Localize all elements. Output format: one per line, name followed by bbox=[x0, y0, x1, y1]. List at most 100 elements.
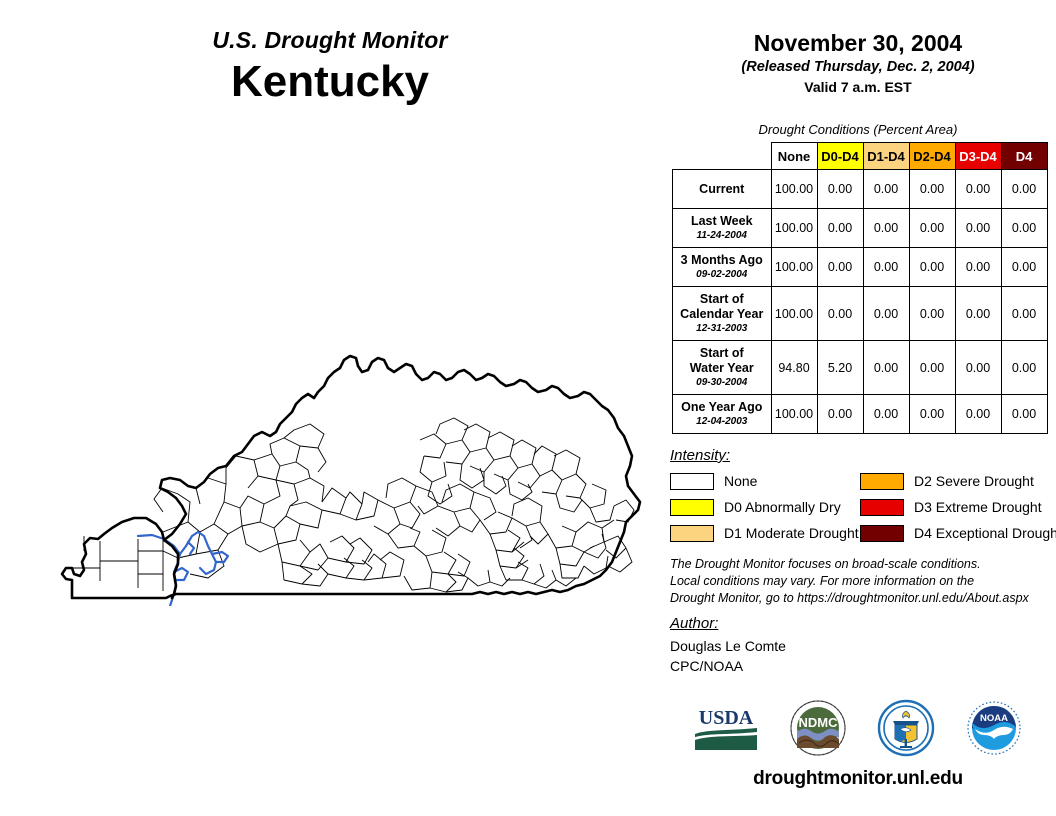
table-header: None D0-D4 D1-D4 D2-D4 D3-D4 D4 bbox=[673, 142, 1048, 170]
site-url[interactable]: droughtmonitor.unl.edu bbox=[753, 768, 963, 789]
row-date: 12-31-2003 bbox=[696, 323, 748, 334]
cell-r1-c5: 0.00 bbox=[1000, 208, 1048, 248]
cell-r2-c1: 0.00 bbox=[816, 247, 864, 287]
cell-r3-c1: 0.00 bbox=[816, 286, 864, 341]
row-date: 09-30-2004 bbox=[696, 377, 748, 388]
table-header-row: None D0-D4 D1-D4 D2-D4 D3-D4 D4 bbox=[673, 142, 1048, 170]
table-caption: Drought Conditions (Percent Area) bbox=[758, 122, 958, 137]
legend-item-d3[interactable]: D3 Extreme Drought bbox=[860, 494, 1056, 520]
col-header-d4: D4 bbox=[1000, 142, 1048, 170]
author-heading: Author: bbox=[670, 615, 719, 632]
row-date: 12-04-2003 bbox=[696, 416, 748, 427]
cell-r0-c5: 0.00 bbox=[1000, 169, 1048, 209]
legend-item-d1[interactable]: D1 Moderate Drought bbox=[670, 520, 859, 546]
cell-r2-c0: 100.00 bbox=[770, 247, 818, 287]
row-label-line: Last Week bbox=[690, 214, 753, 228]
cell-r3-c4: 0.00 bbox=[954, 286, 1002, 341]
row-label-3: Start of Calendar Year 12-31-2003 bbox=[672, 286, 772, 341]
legend-column-left: None D0 Abnormally Dry D1 Moderate Droug… bbox=[670, 468, 859, 546]
table-row: Last Week 11-24-2004 100.00 0.00 0.00 0.00 0.0… bbox=[672, 208, 1048, 248]
table-row: Start of Water Year 09-30-2004 94.80 5.20 0.0… bbox=[672, 340, 1048, 395]
cell-r5-c2: 0.00 bbox=[862, 394, 910, 434]
state-title: Kentucky bbox=[230, 57, 430, 107]
cell-r2-c2: 0.00 bbox=[862, 247, 910, 287]
corner-blank bbox=[673, 143, 772, 170]
cell-r5-c0: 100.00 bbox=[770, 394, 818, 434]
legend-label-none: None bbox=[724, 473, 758, 489]
noaa-logo[interactable]: NOAA bbox=[965, 699, 1023, 762]
table-row: 3 Months Ago 09-02-2004 100.00 0.00 0.00 0.00… bbox=[672, 247, 1048, 287]
row-label-2: 3 Months Ago 09-02-2004 bbox=[672, 247, 772, 287]
info-panel: November 30, 2004 (Released Thursday, De… bbox=[660, 0, 1056, 816]
row-date: 11-24-2004 bbox=[696, 230, 747, 241]
legend-swatch-d0 bbox=[670, 498, 714, 516]
legend-item-d4[interactable]: D4 Exceptional Drought bbox=[860, 520, 1056, 546]
row-label-1: Last Week 11-24-2004 bbox=[672, 208, 772, 248]
col-header-none: None bbox=[770, 142, 818, 170]
legend-label-d4: D4 Exceptional Drought bbox=[914, 525, 1056, 541]
cell-r4-c3: 0.00 bbox=[908, 340, 956, 395]
legend-swatch-d4 bbox=[860, 524, 904, 542]
drought-conditions-table: None D0-D4 D1-D4 D2-D4 D3-D4 D4 Current 1… bbox=[672, 142, 1048, 434]
row-label-line: Start of bbox=[699, 292, 744, 306]
table-row: Start of Calendar Year 12-31-2003 100.00 0.0… bbox=[672, 286, 1048, 341]
cell-r0-c3: 0.00 bbox=[908, 169, 956, 209]
cell-r4-c2: 0.00 bbox=[862, 340, 910, 395]
legend-label-d1: D1 Moderate Drought bbox=[724, 525, 859, 541]
usda-logo[interactable]: USDA bbox=[693, 704, 759, 757]
cell-r4-c1: 5.20 bbox=[816, 340, 864, 395]
table-row: One Year Ago 12-04-2003 100.00 0.00 0.00 0.00… bbox=[672, 394, 1048, 434]
usda-logo-text: USDA bbox=[699, 707, 754, 729]
row-label-line: One Year Ago bbox=[681, 400, 763, 414]
cell-r5-c1: 0.00 bbox=[816, 394, 864, 434]
disclaimer-line-2: Local conditions may vary. For more info… bbox=[670, 573, 975, 588]
cell-r2-c4: 0.00 bbox=[954, 247, 1002, 287]
row-label-line: 3 Months Ago bbox=[680, 253, 763, 267]
release-date: November 30, 2004 bbox=[753, 30, 963, 56]
program-title: U.S. Drought Monitor bbox=[212, 27, 448, 53]
legend-label-d0: D0 Abnormally Dry bbox=[724, 499, 841, 515]
col-header-d1-d4: D1-D4 bbox=[862, 142, 910, 170]
cell-r4-c4: 0.00 bbox=[954, 340, 1002, 395]
author-block: Douglas Le Comte CPC/NOAA bbox=[670, 636, 786, 677]
cell-r2-c3: 0.00 bbox=[908, 247, 956, 287]
noaa-logo-text: NOAA bbox=[980, 713, 1008, 724]
cell-r3-c0: 100.00 bbox=[770, 286, 818, 341]
disclaimer-line-1: The Drought Monitor focuses on broad-sca… bbox=[670, 557, 981, 571]
row-date: 09-02-2004 bbox=[696, 269, 748, 280]
cell-r3-c5: 0.00 bbox=[1000, 286, 1048, 341]
cell-r1-c0: 100.00 bbox=[770, 208, 818, 248]
valid-note: Valid 7 a.m. EST bbox=[804, 79, 912, 96]
intensity-heading: Intensity: bbox=[670, 447, 731, 464]
usdc-seal[interactable] bbox=[877, 699, 935, 762]
ndmc-logo[interactable]: NDMC bbox=[789, 699, 847, 762]
col-header-d3-d4: D3-D4 bbox=[954, 142, 1002, 170]
title-block: U.S. Drought Monitor Kentucky bbox=[0, 28, 660, 107]
cell-r1-c4: 0.00 bbox=[954, 208, 1002, 248]
logo-row: USDA NDMC bbox=[660, 694, 1056, 766]
cell-r5-c4: 0.00 bbox=[954, 394, 1002, 434]
legend-item-d0[interactable]: D0 Abnormally Dry bbox=[670, 494, 859, 520]
cell-r1-c1: 0.00 bbox=[816, 208, 864, 248]
state-outline-west-detail bbox=[162, 538, 180, 600]
disclaimer: The Drought Monitor focuses on broad-sca… bbox=[670, 556, 1050, 607]
date-block: November 30, 2004 (Released Thursday, De… bbox=[660, 30, 1056, 95]
author-name: Douglas Le Comte bbox=[670, 638, 786, 654]
kentucky-map-svg bbox=[60, 354, 642, 606]
row-label-line: Start of bbox=[699, 346, 744, 360]
cell-r5-c3: 0.00 bbox=[908, 394, 956, 434]
kentucky-drought-map[interactable] bbox=[28, 336, 648, 606]
released-note: (Released Thursday, Dec. 2, 2004) bbox=[741, 59, 975, 76]
row-label-line: Calendar Year bbox=[680, 307, 764, 321]
legend-item-d2[interactable]: D2 Severe Drought bbox=[860, 468, 1056, 494]
cell-r0-c4: 0.00 bbox=[954, 169, 1002, 209]
map-panel: U.S. Drought Monitor Kentucky bbox=[0, 28, 660, 606]
legend-item-none[interactable]: None bbox=[670, 468, 859, 494]
cell-r2-c5: 0.00 bbox=[1000, 247, 1048, 287]
legend-swatch-d1 bbox=[670, 524, 714, 542]
legend-swatch-none bbox=[670, 472, 714, 490]
disclaimer-line-3: Drought Monitor, go to https://droughtmo… bbox=[670, 590, 1029, 605]
cell-r0-c2: 0.00 bbox=[862, 169, 910, 209]
cell-r1-c3: 0.00 bbox=[908, 208, 956, 248]
cell-r1-c2: 0.00 bbox=[862, 208, 910, 248]
